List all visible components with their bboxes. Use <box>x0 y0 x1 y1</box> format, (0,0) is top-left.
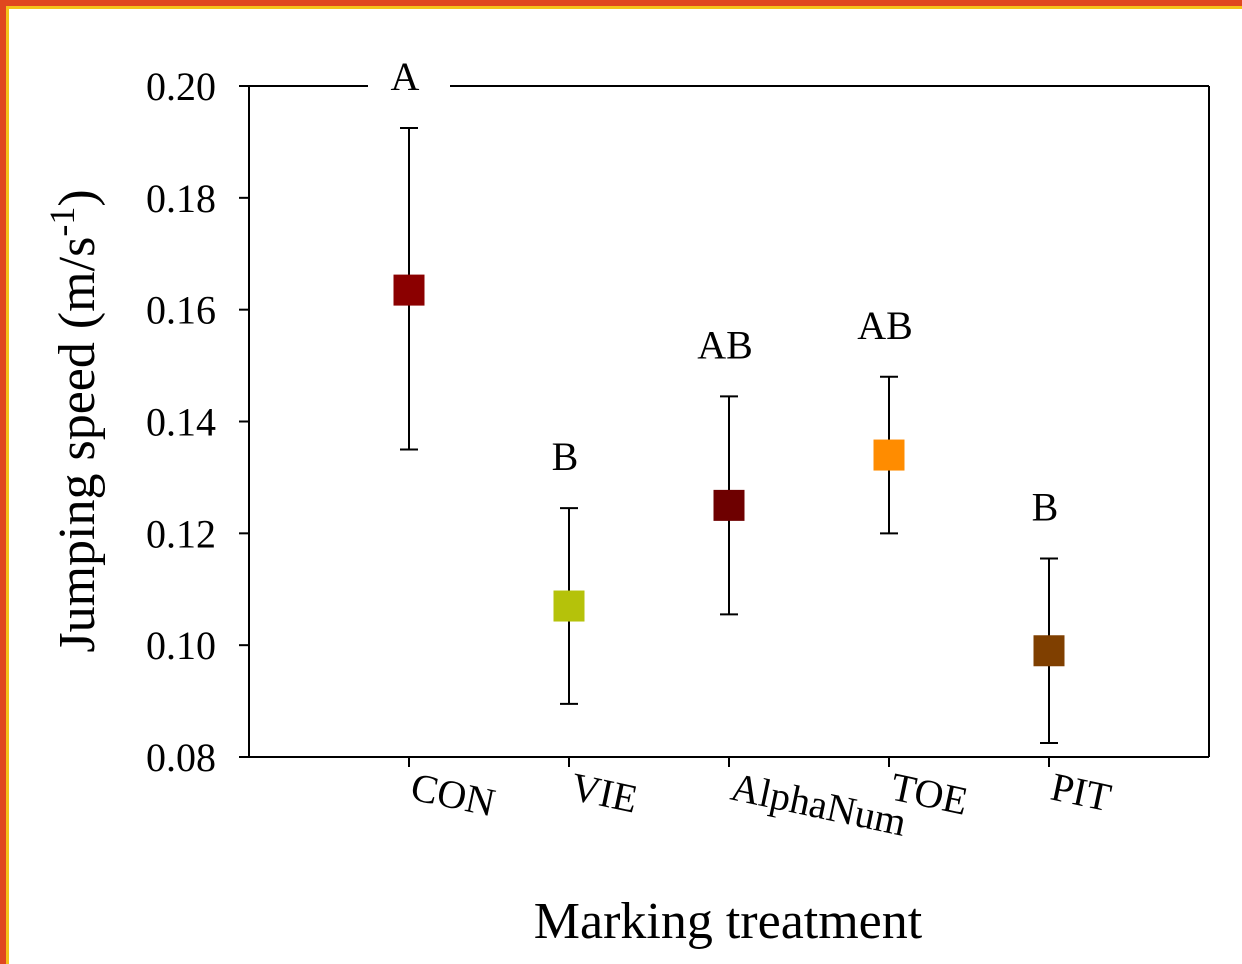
y-tick-label: 0.16 <box>146 288 216 333</box>
y-tick-label: 0.14 <box>146 400 216 445</box>
x-tick-label: VIE <box>567 764 642 822</box>
significance-letter: A <box>391 54 420 99</box>
y-axis-title-main: Jumping speed (m/s <box>49 237 106 653</box>
y-tick-label: 0.20 <box>146 64 216 109</box>
chart: 0.08 0.10 0.12 0.14 0.16 0.18 0.20 CON A VIE B Alph… <box>42 54 1210 950</box>
significance-letter: AB <box>857 303 913 348</box>
data-point <box>393 274 425 306</box>
data-point <box>553 590 585 622</box>
plot-area: 0.08 0.10 0.12 0.14 0.16 0.18 0.20 CON A VIE B Alph… <box>146 54 1210 845</box>
x-axis-title: Marking treatment <box>534 893 923 950</box>
x-tick-label: PIT <box>1047 764 1115 820</box>
y-tick-label: 0.08 <box>146 735 216 780</box>
x-tick-label: AlphaNum <box>727 764 910 845</box>
data-point <box>713 489 745 521</box>
y-tick-label: 0.12 <box>146 511 216 556</box>
data-point <box>1033 635 1065 667</box>
y-axis-title-close: ) <box>49 189 106 206</box>
y-axis-title: Jumping speed (m/s-1) <box>42 189 106 652</box>
y-tick-label: 0.10 <box>146 623 216 668</box>
y-axis-title-superscript: -1 <box>42 207 82 237</box>
significance-letter: B <box>552 434 579 479</box>
significance-letter: B <box>1032 484 1059 529</box>
data-point <box>873 439 905 471</box>
significance-letter: AB <box>697 322 753 367</box>
x-tick-label: CON <box>407 764 499 826</box>
y-tick-label: 0.18 <box>146 176 216 221</box>
